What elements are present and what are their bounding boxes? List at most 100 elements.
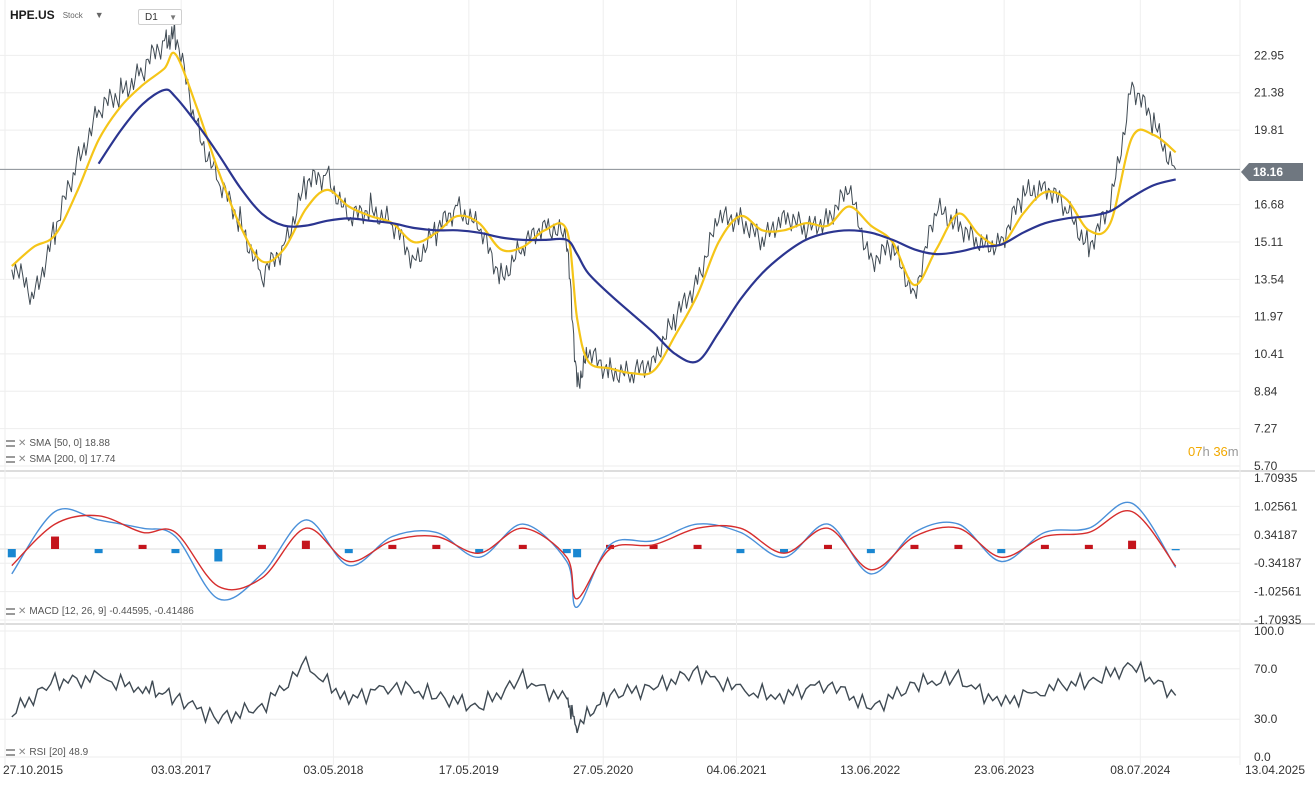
macd-y-tick-label: 0.34187 [1254, 528, 1298, 542]
symbol-type: Stock [62, 10, 83, 20]
legend-rsi: ✕ RSI [20] 48.9 [6, 747, 88, 758]
macd-y-tick-label: -1.02561 [1254, 585, 1302, 599]
legend-macd-params: [12, 26, 9] [61, 606, 107, 617]
macd-histogram-bar [997, 549, 1006, 554]
price-y-tick-label: 5.70 [1254, 459, 1278, 473]
x-tick-label: 08.07.2024 [1110, 763, 1170, 777]
price-y-tick-label: 10.41 [1254, 347, 1284, 361]
x-tick-label: 17.05.2019 [439, 763, 499, 777]
rsi-y-tick-label: 30.0 [1254, 712, 1278, 726]
chevron-down-icon[interactable]: ▼ [94, 10, 104, 20]
macd-y-tick-label: -1.70935 [1254, 613, 1302, 627]
x-tick-label: 27.05.2020 [573, 763, 633, 777]
price-y-tick-label: 13.54 [1254, 272, 1284, 286]
candle-countdown: 07h 36m [1188, 444, 1239, 459]
settings-icon[interactable] [6, 749, 15, 756]
rsi-y-tick-label: 70.0 [1254, 662, 1278, 676]
legend-sma200-value: 17.74 [90, 454, 116, 465]
legend-macd: ✕ MACD [12, 26, 9] -0.44595, -0.41486 [6, 606, 194, 617]
price-y-tick-label: 15.11 [1254, 235, 1283, 249]
timeframe-value: D1 [145, 12, 158, 23]
close-icon[interactable]: ✕ [18, 454, 27, 465]
macd-histogram-bar [344, 549, 353, 554]
macd-histogram-bar [649, 544, 658, 549]
macd-histogram-bar [954, 544, 963, 549]
macd-y-tick-label: 1.70935 [1254, 471, 1298, 485]
macd-y-tick-label: 1.02561 [1254, 499, 1298, 513]
countdown-minutes: 36 [1213, 444, 1228, 459]
macd-histogram-bar [562, 549, 571, 554]
price-y-tick-label: 11.97 [1254, 310, 1283, 324]
macd-series-line [11, 501, 1177, 608]
rsi-panel [11, 655, 1177, 734]
rsi-y-tick-label: 0.0 [1254, 750, 1271, 764]
close-icon[interactable]: ✕ [18, 606, 27, 617]
macd-histogram-bar [736, 549, 745, 554]
price-y-tick-label: 22.95 [1254, 48, 1284, 62]
price-y-tick-label: 19.81 [1254, 123, 1284, 137]
macd-histogram-bar [693, 544, 702, 549]
close-icon[interactable]: ✕ [18, 747, 27, 758]
legend-sma200: ✕ SMA [200, 0] 17.74 [6, 454, 115, 465]
x-tick-label: 13.06.2022 [840, 763, 900, 777]
x-tick-label: 04.06.2021 [706, 763, 766, 777]
macd-histogram-bar [475, 549, 484, 554]
price-panel [0, 21, 1240, 389]
macd-histogram-bar [301, 540, 310, 549]
macd-histogram-bar [573, 549, 582, 558]
macd-histogram-bar [605, 544, 614, 549]
countdown-hours-unit: h [1202, 444, 1210, 459]
legend-macd-value: -0.44595, -0.41486 [109, 606, 194, 617]
macd-histogram-bar [910, 544, 919, 549]
grid [0, 0, 1315, 765]
macd-histogram-bar [138, 544, 147, 549]
countdown-hours: 07 [1188, 444, 1203, 459]
legend-rsi-params: [20] [49, 747, 66, 758]
legend-sma200-label: SMA [29, 454, 52, 465]
timeframe-select[interactable]: D1 ▼ [138, 9, 182, 25]
countdown-minutes-unit: m [1227, 444, 1239, 459]
price-y-tick-label: 16.68 [1254, 198, 1284, 212]
macd-histogram-bar [257, 544, 266, 549]
sma200-series-line [97, 88, 1176, 364]
macd-histogram-bar [1128, 540, 1137, 549]
legend-sma200-params: [200, 0] [54, 454, 88, 465]
price-y-tick-label: 21.38 [1254, 86, 1284, 100]
macd-histogram-bar [214, 549, 223, 562]
x-tick-label: 03.05.2018 [303, 763, 363, 777]
signal-series-line [11, 510, 1177, 600]
macd-histogram-bar [823, 544, 832, 549]
legend-sma50: ✕ SMA [50, 0] 18.88 [6, 438, 110, 449]
legend-sma50-label: SMA [29, 438, 52, 449]
legend-rsi-label: RSI [29, 747, 47, 758]
x-tick-label: 13.04.2025 [1245, 763, 1305, 777]
symbol-header[interactable]: HPE.US Stock ▼ [10, 8, 104, 22]
legend-sma50-params: [50, 0] [54, 438, 82, 449]
rsi-series-line [11, 655, 1177, 734]
close-icon[interactable]: ✕ [18, 438, 27, 449]
macd-y-tick-label: -0.34187 [1254, 556, 1302, 570]
x-tick-label: 27.10.2015 [3, 763, 63, 777]
macd-histogram-bar [94, 549, 103, 554]
x-tick-label: 03.03.2017 [151, 763, 211, 777]
chevron-down-icon: ▼ [169, 13, 177, 22]
settings-icon[interactable] [6, 608, 15, 615]
macd-histogram-bar [780, 549, 789, 554]
x-tick-label: 23.06.2023 [974, 763, 1034, 777]
macd-histogram-bar [1171, 549, 1180, 551]
macd-histogram-bar [171, 549, 180, 554]
price-y-tick-label: 7.27 [1254, 422, 1278, 436]
macd-histogram-bar [51, 536, 60, 549]
rsi-y-tick-label: 100.0 [1254, 624, 1284, 638]
symbol-label: HPE.US [10, 8, 55, 22]
legend-macd-label: MACD [29, 606, 59, 617]
macd-histogram-bar [388, 544, 397, 549]
settings-icon[interactable] [6, 456, 15, 463]
sma50-series-line [11, 51, 1177, 376]
macd-histogram-bar [1084, 544, 1093, 549]
current-price-tag: 18.16 [1241, 163, 1303, 181]
axes: 27.10.2015 03.03.2017 03.05.2018 17.05.2019… [3, 48, 1305, 777]
settings-icon[interactable] [6, 440, 15, 447]
macd-histogram-bar [518, 544, 527, 549]
